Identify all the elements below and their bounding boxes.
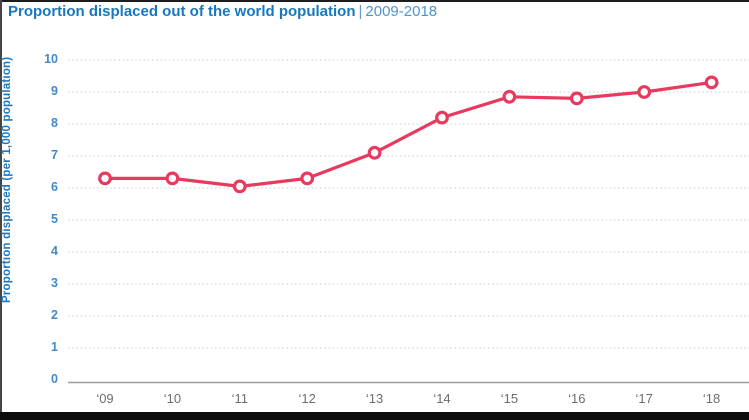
left-border bbox=[0, 0, 2, 412]
data-point-marker bbox=[704, 75, 719, 90]
y-tick-label: 0 bbox=[51, 372, 58, 386]
data-point-marker bbox=[367, 145, 382, 160]
y-tick-label: 9 bbox=[51, 84, 58, 98]
y-tick-label: 10 bbox=[44, 52, 58, 66]
x-tick-label: ‘16 bbox=[568, 391, 586, 406]
x-tick-label: ‘09 bbox=[96, 391, 114, 406]
x-tick-label: ‘12 bbox=[298, 391, 316, 406]
trend-line bbox=[103, 80, 714, 188]
x-tick-label: ‘10 bbox=[163, 391, 182, 406]
y-tick-label: 2 bbox=[51, 308, 58, 322]
x-tick-label: ‘18 bbox=[702, 391, 721, 406]
data-point-marker bbox=[232, 179, 247, 194]
x-tick-label: ‘17 bbox=[635, 391, 653, 406]
chart-title: Proportion displaced out of the world po… bbox=[8, 3, 356, 20]
top-border bbox=[0, 0, 749, 2]
data-point-marker bbox=[502, 89, 517, 104]
y-tick-label: 1 bbox=[51, 340, 58, 354]
y-tick-label: 4 bbox=[51, 244, 58, 258]
x-tick-label: ‘11 bbox=[231, 391, 248, 406]
x-tick-label: ‘13 bbox=[365, 391, 384, 406]
x-tick-label: ‘14 bbox=[433, 391, 451, 406]
y-tick-label: 5 bbox=[51, 212, 58, 226]
y-tick-label: 8 bbox=[51, 116, 58, 130]
bottom-letterbox-bar bbox=[0, 412, 749, 420]
chart-date-range: 2009-2018 bbox=[365, 3, 438, 20]
x-tick-label: ‘15 bbox=[500, 391, 519, 406]
data-point-marker bbox=[165, 171, 180, 186]
data-point-marker bbox=[569, 91, 584, 106]
title-separator: | bbox=[358, 3, 363, 20]
data-point-marker bbox=[637, 85, 652, 99]
y-tick-label: 3 bbox=[51, 276, 58, 290]
y-tick-label: 7 bbox=[51, 148, 58, 162]
data-point-marker bbox=[98, 171, 112, 186]
data-point-marker bbox=[300, 171, 315, 186]
data-point-marker bbox=[435, 110, 449, 125]
chart-header: Proportion displaced out of the world po… bbox=[8, 3, 437, 21]
y-tick-label: 6 bbox=[51, 180, 58, 194]
